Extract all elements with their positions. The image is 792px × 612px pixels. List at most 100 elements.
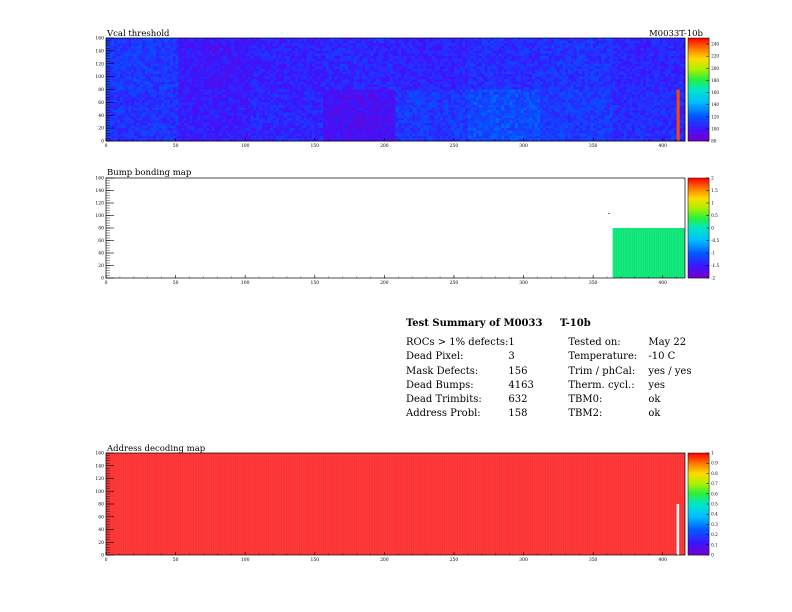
vcal-threshold-pixel [392, 84, 396, 88]
vcal-threshold-pixel [217, 133, 221, 137]
vcal-threshold-pixel [203, 40, 207, 44]
vcal-threshold-pixel [189, 40, 193, 44]
vcal-threshold-pixel [531, 79, 535, 83]
vcal-threshold-pixel [150, 102, 154, 106]
vcal-threshold-pixel [222, 84, 226, 88]
vcal-threshold-pixel [359, 56, 363, 59]
vcal-threshold-pixel [234, 53, 238, 57]
vcal-threshold-pixel [303, 58, 307, 62]
vcal-threshold-pixel [245, 56, 249, 59]
vcal-threshold-pixel [106, 122, 110, 126]
vcal-threshold-pixel [261, 48, 265, 52]
vcal-threshold-pixel [607, 76, 611, 80]
vcal-threshold-pixel [370, 38, 374, 41]
vcal-threshold-pixel [172, 45, 176, 49]
vcal-threshold-pixel [239, 50, 243, 54]
vcal-threshold-pixel [153, 43, 157, 47]
vcal-threshold-pixel [362, 38, 366, 41]
vcal-threshold-pixel [236, 68, 240, 72]
vcal-threshold-pixel [245, 48, 249, 52]
vcal-threshold-pixel [189, 45, 193, 49]
vcal-threshold-pixel [147, 125, 151, 129]
vcal-threshold-pixel [442, 79, 446, 83]
vcal-threshold-pixel [217, 81, 221, 85]
vcal-threshold-pixel [484, 61, 488, 65]
vcal-threshold-pixel [278, 56, 282, 59]
vcal-threshold-pixel [170, 135, 174, 139]
vcal-threshold-pixel [531, 76, 535, 80]
vcal-threshold-pixel [442, 56, 446, 59]
vcal-threshold-pixel [111, 63, 115, 67]
vcal-threshold-pixel [208, 53, 213, 57]
vcal-threshold-pixel [264, 56, 268, 59]
vcal-threshold-pixel [295, 63, 299, 67]
vcal-threshold-pixel [203, 107, 207, 111]
vcal-threshold-pixel [665, 76, 669, 80]
vcal-threshold-pixel [231, 48, 235, 52]
vcal-threshold-pixel [442, 71, 446, 75]
vcal-threshold-pixel [353, 53, 357, 57]
vcal-threshold-pixel [515, 66, 519, 70]
vcal-threshold-pixel [206, 130, 210, 134]
vcal-threshold-pixel [284, 68, 288, 72]
vcal-threshold-pixel [108, 130, 112, 134]
vcal-threshold-pixel [623, 68, 627, 72]
vcal-threshold-pixel [334, 79, 338, 83]
vcal-threshold-pixel [136, 43, 140, 47]
vcal-threshold-pixel [634, 45, 638, 49]
vcal-threshold-pixel [192, 112, 196, 116]
vcal-threshold-pixel [476, 81, 480, 85]
vcal-threshold-pixel [153, 40, 157, 44]
vcal-threshold-pixel [128, 76, 132, 80]
vcal-threshold-pixel [626, 50, 630, 54]
vcal-threshold-pixel [131, 107, 135, 111]
vcal-threshold-pixel [195, 138, 199, 142]
vcal-threshold-pixel [523, 76, 527, 80]
vcal-threshold-pixel [551, 84, 555, 88]
vcal-threshold-pixel [484, 53, 488, 57]
vcal-threshold-pixel [520, 48, 524, 52]
vcal-threshold-pixel [128, 61, 132, 65]
vcal-threshold-pixel [178, 50, 182, 54]
vcal-threshold-pixel [364, 81, 368, 85]
vcal-threshold-pixel [208, 117, 213, 121]
vcal-threshold-pixel [195, 76, 199, 80]
vcal-threshold-pixel [175, 133, 179, 137]
vcal-threshold-pixel [239, 84, 243, 88]
vcal-threshold-pixel [440, 86, 444, 90]
vcal-threshold-pixel [512, 79, 516, 83]
vcal-threshold-pixel [189, 38, 193, 41]
vcal-threshold-pixel [206, 76, 210, 80]
vcal-threshold-pixel [437, 58, 441, 62]
vcal-threshold-pixel [192, 56, 196, 59]
vcal-threshold-pixel [325, 58, 329, 62]
vcal-threshold-pixel [367, 53, 371, 57]
vcal-threshold-pixel [629, 53, 633, 57]
vcal-threshold-pixel [206, 38, 210, 41]
vcal-threshold-pixel [451, 66, 455, 70]
vcal-threshold-pixel [139, 138, 143, 142]
vcal-threshold-pixel [682, 45, 686, 49]
vcal-threshold-pixel [462, 40, 466, 44]
vcal-threshold-pixel [314, 84, 318, 88]
vcal-threshold-pixel [195, 92, 199, 95]
vcal-threshold-pixel [231, 53, 235, 57]
vcal-threshold-pixel [231, 61, 235, 65]
vcal-threshold-pixel [442, 84, 446, 88]
vcal-threshold-pixel [484, 43, 488, 47]
vcal-threshold-pixel [311, 38, 316, 41]
vcal-threshold-pixel [178, 138, 182, 142]
vcal-threshold-pixel [604, 68, 608, 72]
vcal-threshold-pixel [479, 81, 483, 85]
vcal-threshold-pixel [164, 120, 168, 124]
vcal-threshold-pixel [217, 50, 221, 54]
vcal-threshold-pixel [673, 58, 677, 62]
vcal-threshold-pixel [119, 92, 124, 95]
vcal-threshold-pixel [484, 81, 488, 85]
vcal-threshold-pixel [403, 63, 407, 67]
vcal-threshold-pixel [384, 45, 388, 49]
vcal-threshold-pixel [106, 104, 110, 108]
vcal-threshold-pixel [659, 45, 664, 49]
vcal-threshold-pixel [520, 50, 524, 54]
vcal-threshold-pixel [345, 79, 349, 83]
